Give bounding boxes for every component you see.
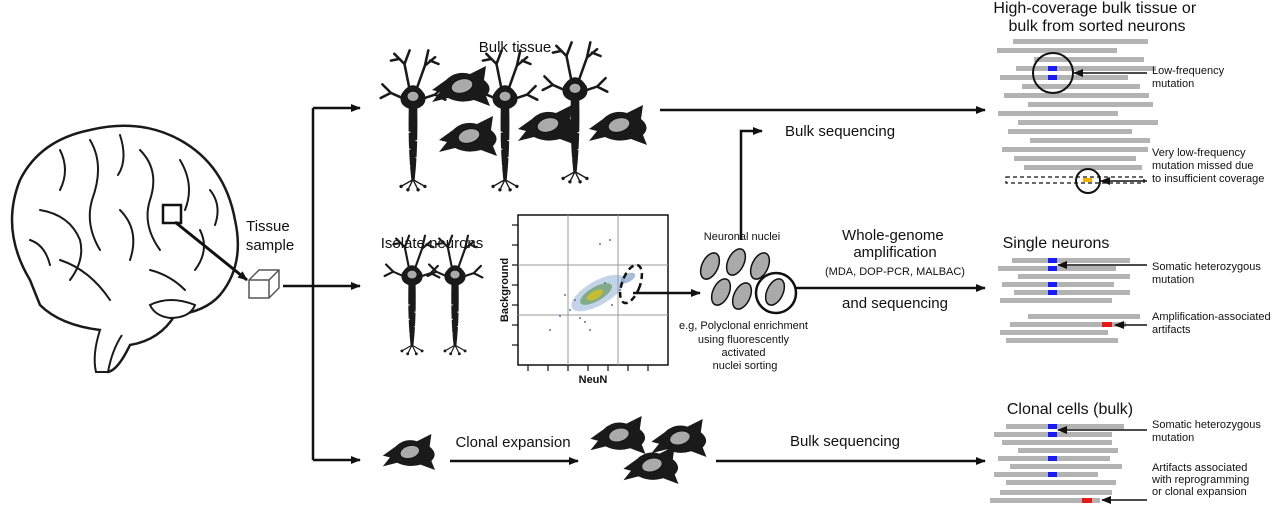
bulk-tissue-cells: [379, 41, 648, 193]
mutation-mark: [1048, 424, 1057, 429]
facs-plot: Background NeuN: [499, 214, 669, 386]
nucleus-icon: [728, 279, 756, 313]
tissue-cube-icon: [248, 269, 280, 299]
nucleus-icon: [761, 275, 789, 309]
panel-middle-annotation-1: Somatic heterozygous mutation: [1152, 261, 1264, 286]
nucleus-icon: [746, 249, 774, 283]
neuronal-nuclei-icons: [696, 245, 798, 315]
panel-bottom-annotation-2: Artifacts associated with reprogramming …: [1151, 462, 1252, 498]
isolated-neurons: [383, 234, 484, 357]
mutation-mark: [1048, 456, 1057, 461]
glia-icon: [622, 445, 679, 485]
mutation-mark: [1048, 75, 1057, 80]
neuron-icon: [426, 234, 484, 357]
neuronal-nuclei-label: Neuronal nuclei: [704, 231, 780, 243]
reads-middle: [998, 258, 1140, 343]
glia-icon: [588, 104, 648, 146]
isolate-neurons-label: Isolate neurons: [381, 235, 484, 252]
panel-middle-annotation-2: Amplification-associated artifacts: [1152, 311, 1274, 336]
mutation-mark: [1048, 472, 1057, 477]
mutation-mark: [1048, 266, 1057, 271]
missing-read: [1005, 176, 1145, 184]
panel-top-title: High-coverage bulk tissue or bulk from s…: [993, 0, 1200, 35]
bulk-tissue-label: Bulk tissue: [479, 39, 552, 56]
tissue-sample-label: Tissue sample: [246, 218, 294, 254]
mutation-mark: [1048, 432, 1057, 437]
neuron-icon: [379, 49, 447, 193]
mutation-mark: [1048, 258, 1057, 263]
panel-middle-title: Single neurons: [1003, 235, 1110, 252]
facs-caption: e.g, Polyclonal enrichment using fluores…: [679, 320, 811, 372]
facs-x-axis-label: NeuN: [579, 374, 608, 386]
facs-gate: [618, 263, 644, 305]
nucleus-icon: [707, 275, 735, 309]
missed-mutation-mark: [1083, 178, 1092, 182]
mutation-mark: [1048, 66, 1057, 71]
clonal-cells: [589, 415, 707, 485]
artifact-mark: [1082, 498, 1092, 503]
facs-y-axis-label: Background: [499, 258, 511, 322]
panel-bulk-high-coverage: High-coverage bulk tissue or bulk from s…: [993, 0, 1264, 194]
clonal-expansion-label: Clonal expansion: [455, 434, 570, 451]
wga-methods: (MDA, DOP-PCR, MALBAC): [825, 266, 965, 278]
nucleus-icon: [696, 249, 724, 283]
panel-bottom-annotation-1: Somatic heterozygous mutation: [1152, 419, 1264, 444]
glia-icon: [431, 65, 491, 107]
panel-clonal-cells: Clonal cells (bulk) Somatic heterozygous…: [990, 401, 1264, 504]
glia-icon: [438, 115, 498, 157]
facs-events: [549, 239, 641, 331]
mutation-mark: [1048, 282, 1057, 287]
artifact-mark: [1102, 322, 1112, 327]
neuron-icon: [383, 234, 441, 357]
glia-icon: [589, 415, 646, 455]
bulk-sequencing-bottom-label: Bulk sequencing: [790, 433, 900, 450]
brain-illustration: [10, 124, 248, 374]
panel-top-annotation-1: Low-frequency mutation: [1152, 65, 1227, 90]
bulk-sequencing-top-label: Bulk sequencing: [785, 123, 895, 140]
nucleus-icon: [722, 245, 750, 279]
wga-title: Whole-genome amplification: [842, 227, 948, 261]
glia-icon: [650, 418, 707, 458]
glia-icon: [517, 104, 577, 146]
panel-top-annotation-2: Very low-frequency mutation missed due t…: [1152, 147, 1264, 185]
nuclei-to-bulk-arrow: [739, 127, 763, 240]
and-sequencing-label: and sequencing: [842, 295, 948, 312]
glia-icon: [382, 433, 436, 471]
reads-top: [997, 39, 1158, 170]
mutation-mark: [1048, 290, 1057, 295]
branch-arrows: [283, 104, 361, 464]
panel-bottom-title: Clonal cells (bulk): [1007, 401, 1133, 418]
panel-single-neurons: Single neurons Somatic heterozygous muta…: [998, 235, 1274, 343]
